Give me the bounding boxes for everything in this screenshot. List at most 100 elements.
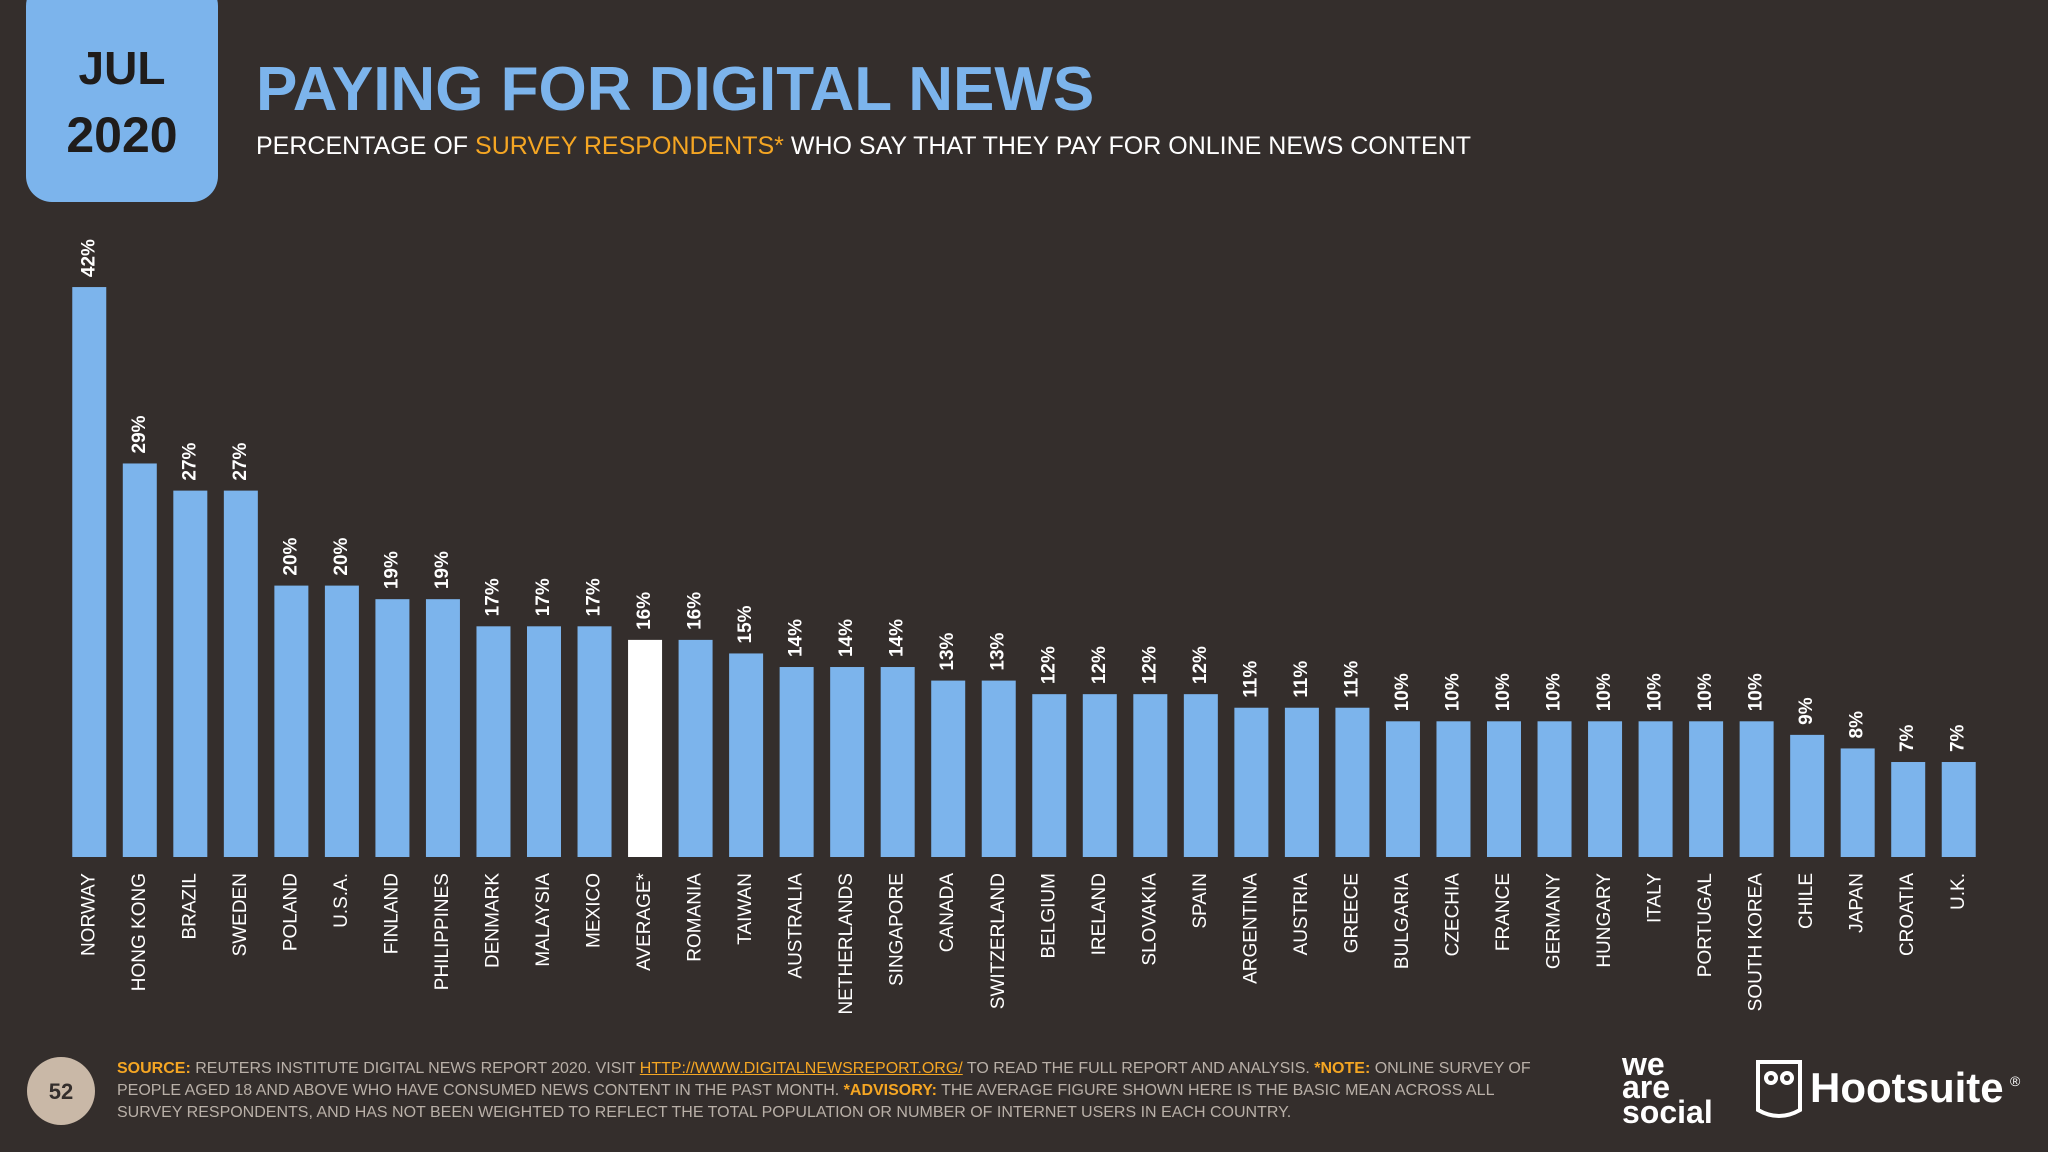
footnote-part: *ADVISORY: xyxy=(843,1082,937,1099)
x-tick-label: NETHERLANDS xyxy=(836,873,857,1014)
bar xyxy=(1689,721,1724,857)
bar xyxy=(375,599,410,857)
value-label: 12% xyxy=(1089,646,1110,684)
value-label: 11% xyxy=(1341,661,1362,698)
x-tick-label: GREECE xyxy=(1341,873,1362,953)
value-label: 20% xyxy=(331,537,352,575)
value-label: 8% xyxy=(1847,711,1868,739)
x-tick-label: POLAND xyxy=(280,873,301,951)
bar xyxy=(577,626,612,857)
value-label: 10% xyxy=(1442,673,1463,711)
bar xyxy=(223,490,258,857)
x-tick-label: MEXICO xyxy=(584,873,605,948)
x-tick-label: U.S.A. xyxy=(331,873,352,928)
bar xyxy=(72,287,107,857)
footnote-part: THE AVERAGE FIGURE SHOWN HERE IS THE BAS… xyxy=(117,1082,1494,1121)
bar xyxy=(1739,721,1774,857)
value-label: 10% xyxy=(1544,673,1565,711)
footnote-part: ONLINE SURVEY OF PEOPLE AGED 18 AND ABOV… xyxy=(117,1060,1531,1099)
value-label: 19% xyxy=(432,551,453,589)
value-label: 42% xyxy=(78,239,99,277)
value-label: 14% xyxy=(887,619,908,657)
bar xyxy=(830,667,865,857)
bar xyxy=(1133,694,1168,857)
footnote-part: TO READ THE FULL REPORT AND ANALYSIS. xyxy=(962,1060,1315,1077)
value-label: 12% xyxy=(1038,646,1059,684)
value-label: 7% xyxy=(1897,724,1918,752)
value-label: 20% xyxy=(280,537,301,575)
value-label: 13% xyxy=(988,632,1009,670)
logo-are: are xyxy=(1622,1069,1670,1105)
x-tick-label: CROATIA xyxy=(1897,873,1918,956)
logo-hootsuite: Hootsuite xyxy=(1810,1064,2004,1111)
x-tick-label: AVERAGE* xyxy=(634,872,655,970)
chart-subtitle: PERCENTAGE OF SURVEY RESPONDENTS* WHO SA… xyxy=(256,132,1471,160)
value-label: 14% xyxy=(786,619,807,657)
chart-title: PAYING FOR DIGITAL NEWS xyxy=(256,55,1094,124)
value-label: 16% xyxy=(634,592,655,630)
x-tick-label: SWEDEN xyxy=(230,873,251,956)
value-label: 11% xyxy=(1240,661,1261,698)
bar xyxy=(122,463,157,857)
x-tick-label: BRAZIL xyxy=(179,873,200,940)
value-label: 19% xyxy=(381,551,402,589)
x-tick-label: AUSTRALIA xyxy=(786,873,807,979)
value-label: 12% xyxy=(1139,646,1160,684)
bar xyxy=(1487,721,1521,857)
x-tick-label: ROMANIA xyxy=(685,873,706,962)
x-tick-label: U.K. xyxy=(1948,873,1969,910)
footnote-part: *NOTE: xyxy=(1314,1060,1371,1077)
value-label: 10% xyxy=(1594,673,1615,711)
value-label: 10% xyxy=(1695,673,1716,711)
x-tick-label: CZECHIA xyxy=(1442,873,1463,957)
x-tick-label: DENMARK xyxy=(482,873,503,968)
x-tick-label: SLOVAKIA xyxy=(1139,873,1160,966)
x-tick-label: SWITZERLAND xyxy=(988,873,1009,1009)
x-tick-label: IRELAND xyxy=(1089,873,1110,955)
bar xyxy=(931,680,966,857)
footnote-part[interactable]: HTTP://WWW.DIGITALNEWSREPORT.ORG/ xyxy=(639,1060,963,1077)
page-number: 52 xyxy=(49,1079,73,1104)
bar xyxy=(1032,694,1067,857)
bar xyxy=(880,667,915,857)
badge-month: JUL xyxy=(79,42,166,94)
x-tick-label: SINGAPORE xyxy=(887,873,908,986)
value-label: 11% xyxy=(1291,661,1312,698)
bar xyxy=(779,667,814,857)
bar xyxy=(1840,748,1875,857)
x-tick-label: FINLAND xyxy=(381,873,402,954)
bar xyxy=(1638,721,1673,857)
bar xyxy=(1234,707,1269,857)
bar xyxy=(1790,734,1825,857)
date-badge xyxy=(26,0,218,202)
bar xyxy=(476,626,511,857)
x-tick-label: MALAYSIA xyxy=(533,873,554,967)
value-label: 9% xyxy=(1796,697,1817,725)
x-tick-label: SPAIN xyxy=(1190,873,1211,929)
x-tick-label: FRANCE xyxy=(1493,873,1514,951)
page-number-badge xyxy=(27,1057,95,1125)
bar xyxy=(1891,762,1926,857)
logo-social: social xyxy=(1622,1094,1713,1130)
bar xyxy=(1385,721,1420,857)
bar xyxy=(1588,721,1623,857)
x-tick-label: JAPAN xyxy=(1847,873,1868,933)
x-tick-label: ITALY xyxy=(1645,873,1666,923)
x-tick-label: SOUTH KOREA xyxy=(1746,873,1767,1012)
x-tick-label: GERMANY xyxy=(1544,873,1565,969)
bar xyxy=(527,626,561,857)
x-tick-label: ARGENTINA xyxy=(1240,873,1261,984)
footnote-part: SOURCE: xyxy=(117,1060,191,1077)
value-label: 10% xyxy=(1493,673,1514,711)
bar xyxy=(1537,721,1572,857)
badge-year: 2020 xyxy=(66,107,177,163)
value-label: 27% xyxy=(179,442,200,480)
subtitle-part: WHO SAY THAT THEY PAY FOR ONLINE NEWS CO… xyxy=(784,132,1471,160)
value-label: 14% xyxy=(836,619,857,657)
value-label: 17% xyxy=(482,578,503,616)
logo-we: we xyxy=(1621,1046,1665,1082)
value-label: 13% xyxy=(937,632,958,670)
value-label: 15% xyxy=(735,605,756,643)
